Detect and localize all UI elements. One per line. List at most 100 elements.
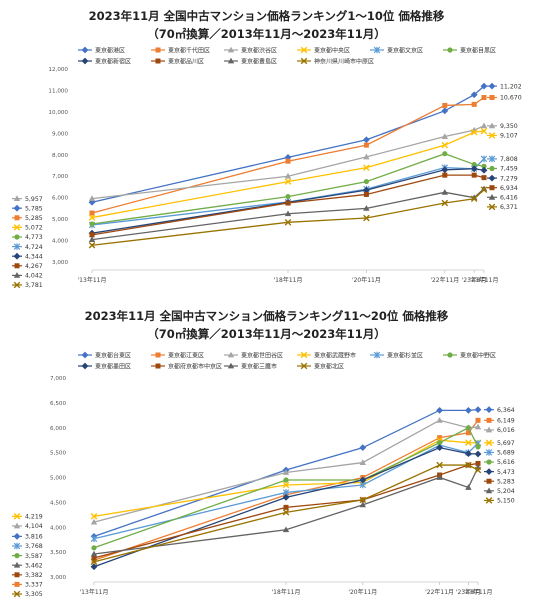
legend-item-5: 東京都文京区 [370, 47, 423, 55]
series-line [91, 125, 485, 200]
data-point [359, 459, 366, 465]
start-label: 5,285 [12, 215, 43, 222]
legend-item-1: 東京都台東区 [78, 352, 131, 360]
data-point [437, 440, 443, 446]
legend-item-1: 東京都港区 [78, 47, 125, 55]
data-point [442, 172, 448, 178]
legend-item-3: 東京都世田谷区 [224, 352, 283, 360]
data-point [436, 416, 443, 423]
data-point [363, 205, 370, 211]
data-label-end: 6,934 [500, 185, 518, 192]
data-label-end: 5,616 [497, 459, 515, 466]
legend-marker [155, 363, 161, 369]
data-label-start: 4,773 [25, 234, 43, 241]
data-point [363, 191, 369, 197]
data-point [89, 232, 95, 238]
series-神奈川県川崎市中原区 [88, 186, 488, 249]
data-label-start: 4,219 [25, 514, 43, 521]
legend-label: 神奈川県川崎市中原区 [314, 58, 374, 66]
data-point [471, 161, 477, 168]
y-tick-label: 5,500 [50, 451, 66, 457]
data-point [88, 241, 96, 249]
end-label-marker [485, 449, 493, 456]
x-tick-label: '18年11月 [272, 588, 301, 596]
end-label: 11,202 [487, 82, 522, 90]
data-point [441, 141, 449, 149]
data-point [90, 518, 98, 525]
end-label-marker [485, 406, 493, 414]
data-point [465, 439, 472, 446]
legend-marker [155, 58, 161, 64]
data-label-start: 3,382 [25, 572, 43, 579]
y-tick-label: 5,000 [52, 217, 68, 223]
legend-item-9: 東京都三鷹市 [224, 363, 277, 371]
data-point [480, 166, 488, 174]
y-axis: 3,000 3,500 4,000 4,500 5,000 5,500 6,000 6,500… [50, 376, 66, 581]
end-label: 7,808 [487, 155, 518, 163]
legend-item-8: 東京都品川区 [151, 58, 204, 66]
data-point [284, 153, 292, 161]
end-label: 6,016 [484, 426, 515, 434]
legend-item-4: 東京都武蔵野市 [297, 352, 356, 360]
start-label: 4,042 [12, 272, 43, 280]
data-point [474, 406, 482, 414]
data-label-end: 5,204 [497, 488, 515, 495]
end-label-marker [485, 468, 493, 476]
data-label-start: 5,072 [25, 225, 43, 232]
data-point [441, 133, 448, 139]
legend-marker [81, 46, 89, 54]
data-point [282, 494, 290, 501]
data-point [441, 199, 449, 207]
series-東京都品川区 [89, 172, 487, 238]
end-labels: 11,202 10,670 9,350 9,107 7,808 7,459 7,279 6,9… [487, 82, 522, 211]
data-point [470, 195, 478, 203]
legend-marker [81, 351, 89, 359]
data-label-start: 4,344 [25, 253, 43, 260]
start-label-marker [13, 522, 21, 529]
series-line [93, 426, 479, 549]
legend-label: 東京都豊島区 [241, 58, 277, 66]
y-tick-label: 5,000 [50, 476, 66, 482]
start-label-marker [14, 263, 20, 269]
end-label-marker [485, 439, 493, 447]
legend-item-3: 東京都渋谷区 [224, 47, 277, 55]
end-label-marker [488, 193, 496, 200]
data-point [480, 82, 488, 90]
data-label-end: 7,279 [500, 175, 518, 182]
start-label: 4,773 [12, 234, 43, 241]
data-point [359, 496, 367, 504]
data-point [363, 164, 370, 171]
data-point [470, 165, 478, 173]
legend-label: 京都府京都市中京区 [168, 363, 222, 371]
data-point [88, 214, 96, 221]
legend-label: 東京都武蔵野市 [314, 352, 356, 360]
legend-marker [227, 351, 235, 358]
legend-marker [81, 362, 89, 370]
data-point [436, 444, 443, 452]
series-group [90, 406, 482, 571]
y-tick-label: 3,500 [50, 550, 66, 556]
y-tick-label: 7,000 [52, 174, 68, 180]
data-label-start: 5,785 [25, 205, 43, 212]
data-label-end: 5,689 [497, 450, 515, 457]
legend-item-7: 東京都新宿区 [78, 58, 131, 66]
end-label: 6,364 [484, 406, 515, 414]
legend-item-10: 東京都北区 [297, 363, 344, 371]
end-label: 6,371 [487, 203, 518, 211]
data-point [88, 195, 96, 201]
start-label-marker [13, 590, 21, 598]
legend-label: 東京都江東区 [168, 352, 204, 360]
end-label: 5,150 [484, 497, 515, 505]
start-label-marker [13, 195, 21, 201]
series-東京都北区 [90, 461, 482, 566]
end-label-marker [489, 95, 495, 101]
data-point [359, 444, 367, 452]
legend-item-8: 京都府京都市中京区 [151, 363, 222, 371]
start-label: 5,785 [12, 204, 43, 212]
end-label-marker [489, 185, 495, 191]
chart-bottom-plot: 東京都台東区 東京都江東区 東京都世田谷区 東京都武蔵野市 東京都杉並区 東京都中野区東京… [12, 352, 515, 598]
end-label-marker [488, 203, 496, 211]
data-point [285, 158, 291, 164]
end-label-marker [485, 426, 493, 433]
data-point [282, 469, 290, 475]
